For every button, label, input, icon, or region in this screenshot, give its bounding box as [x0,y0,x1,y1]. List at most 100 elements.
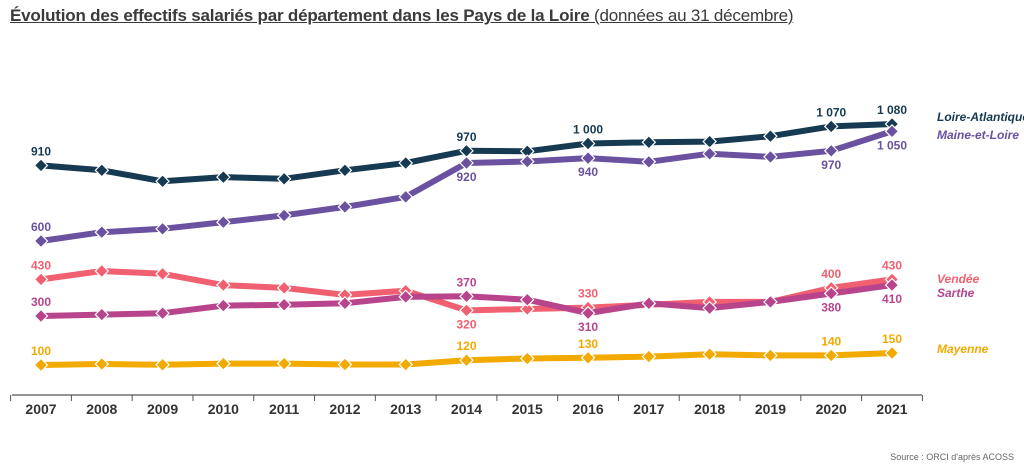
data-point-maine-et-loire-2021 [884,123,900,139]
data-point-sarthe-2011 [276,297,292,313]
data-label-loire-atlantique-2007: 910 [31,144,51,158]
data-point-maine-et-loire-2012 [337,199,353,215]
data-point-loire-atlantique-2018 [702,134,717,149]
legend-label-maine-et-loire: Maine-et-Loire [937,128,1019,142]
x-tick-label-2013: 2013 [390,401,421,417]
x-tick-label-2018: 2018 [694,401,725,417]
data-point-mayenne-2013 [398,357,414,372]
data-point-loire-atlantique-2016 [580,136,596,151]
data-point-vendee-2011 [276,280,292,296]
data-point-mayenne-2019 [763,348,778,363]
data-point-maine-et-loire-2010 [216,214,231,230]
x-tick-label-2012: 2012 [329,401,360,417]
data-point-mayenne-2011 [276,356,292,371]
data-label-sarthe-2020: 380 [821,301,841,315]
data-point-mayenne-2020 [823,348,839,363]
data-label-mayenne-2014: 120 [456,339,476,353]
data-point-maine-et-loire-2018 [702,146,717,162]
data-point-sarthe-2018 [702,300,717,316]
data-point-loire-atlantique-2012 [337,162,353,178]
x-tick-label-2007: 2007 [25,401,56,417]
data-label-maine-et-loire-2021: 1 050 [877,138,907,152]
data-label-loire-atlantique-2016: 1 000 [573,123,603,137]
data-point-sarthe-2015 [519,292,535,308]
data-point-maine-et-loire-2015 [519,154,535,169]
legend-label-vendee: Vendée [937,272,980,286]
data-point-vendee-2014 [459,303,474,318]
chart-subtitle: (données au 31 décembre) [594,6,794,25]
data-point-sarthe-2021 [884,277,900,293]
x-tick-label-2021: 2021 [876,401,907,417]
legend-label-mayenne: Mayenne [937,342,989,356]
x-tick-label-2008: 2008 [86,401,117,417]
data-point-mayenne-2014 [459,352,474,368]
x-tick-label-2019: 2019 [755,401,786,417]
chart-title: Évolution des effectifs salariés par dép… [10,6,794,26]
data-label-loire-atlantique-2021: 1 080 [877,103,907,117]
data-point-mayenne-2016 [580,350,596,366]
data-point-vendee-2015 [519,301,535,317]
data-label-sarthe-2021: 410 [882,292,902,306]
source-note: Source : ORCI d'après ACOSS [890,452,1014,462]
data-label-mayenne-2016: 130 [578,337,598,351]
x-axis: 2007 2008 2009 2010 2011 2012 2013 2014 2015 2016… [10,394,923,417]
data-point-sarthe-2016 [580,305,596,321]
data-point-loire-atlantique-2008 [94,162,110,178]
data-point-sarthe-2020 [823,286,839,301]
data-label-vendee-2016: 330 [578,287,598,301]
data-point-maine-et-loire-2013 [398,189,414,205]
data-label-mayenne-2007: 100 [31,344,51,358]
data-point-vendee-2008 [94,263,110,279]
data-point-maine-et-loire-2016 [580,150,596,166]
data-labels: 910 970 1 000 1 070 1 080 600 920 940 970 1 050 43… [31,103,907,358]
data-label-vendee-2014: 320 [456,317,476,331]
data-point-sarthe-2008 [94,307,110,322]
data-label-maine-et-loire-2020: 970 [821,158,841,172]
data-point-loire-atlantique-2011 [276,171,292,187]
data-point-loire-atlantique-2009 [155,173,170,189]
data-point-maine-et-loire-2017 [641,154,657,170]
data-point-mayenne-2015 [519,351,535,366]
data-point-maine-et-loire-2008 [94,224,110,240]
data-point-sarthe-2012 [337,295,353,311]
x-tick-label-2009: 2009 [147,401,178,417]
data-label-vendee-2020: 400 [821,267,841,281]
data-label-sarthe-2014: 370 [456,275,476,289]
data-label-maine-et-loire-2014: 920 [456,170,476,184]
data-label-sarthe-2007: 300 [31,295,51,309]
data-point-vendee-2010 [216,277,231,293]
data-point-loire-atlantique-2013 [398,155,414,171]
data-point-maine-et-loire-2020 [823,143,839,159]
data-point-mayenne-2007 [33,357,49,373]
data-label-maine-et-loire-2007: 600 [31,220,51,234]
data-label-mayenne-2021: 150 [882,332,902,346]
data-point-vendee-2009 [155,266,170,282]
data-label-maine-et-loire-2016: 940 [578,165,598,179]
x-tick-label-2014: 2014 [451,401,482,417]
data-point-loire-atlantique-2019 [763,128,778,144]
series-lines [33,116,900,373]
data-point-vendee-2007 [33,272,49,287]
data-point-maine-et-loire-2009 [155,221,170,237]
x-tick-label-2015: 2015 [512,401,543,417]
x-tick-label-2020: 2020 [816,401,847,417]
data-point-mayenne-2008 [94,356,110,372]
data-point-loire-atlantique-2007 [33,158,49,173]
data-point-mayenne-2012 [337,357,353,372]
data-point-maine-et-loire-2011 [276,208,292,223]
data-point-loire-atlantique-2010 [216,169,231,185]
data-point-loire-atlantique-2020 [823,119,839,134]
legend-label-loire-atlantique: Loire-Atlantique [937,110,1024,124]
data-point-mayenne-2021 [884,345,900,361]
data-point-maine-et-loire-2007 [33,233,49,249]
x-tick-label-2010: 2010 [208,401,239,417]
data-point-mayenne-2009 [155,357,170,373]
data-point-sarthe-2014 [459,288,474,304]
x-tick-label-2011: 2011 [269,401,300,417]
data-label-loire-atlantique-2014: 970 [456,130,476,144]
chart-title-main: Évolution des effectifs salariés par dép… [10,6,590,25]
x-tick-label-2016: 2016 [572,401,603,417]
data-point-maine-et-loire-2014 [459,155,474,171]
data-label-loire-atlantique-2020: 1 070 [816,105,846,119]
